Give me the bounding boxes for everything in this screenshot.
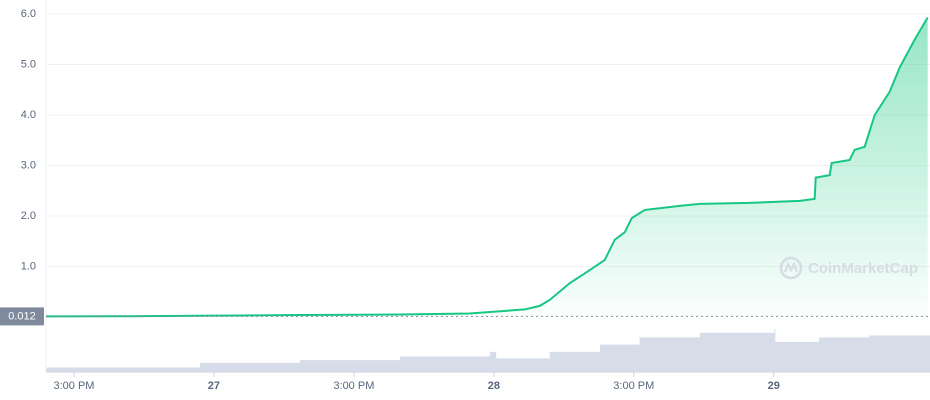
y-tick-label: 4.0 [21,109,36,121]
y-tick-label: 2.0 [21,210,36,222]
x-tick-label: 3:00 PM [333,380,374,392]
y-tick-label: 3.0 [21,159,36,171]
y-tick-label: 1.0 [21,260,36,272]
reference-label-box [0,307,44,326]
watermark: CoinMarketCap [779,256,918,280]
y-tick-label: 5.0 [21,58,36,70]
reference-label: 0.012 [8,310,36,322]
y-tick-label: 6.0 [21,8,36,20]
price-line [45,17,929,318]
watermark-text: CoinMarketCap [808,260,918,277]
price-area [46,17,928,317]
x-tick-label: 27 [208,380,220,392]
watermark-icon [779,256,803,280]
x-tick-label: 3:00 PM [54,380,95,392]
x-tick-label: 28 [488,380,500,392]
volume-area [46,320,930,372]
watermark-icon-mark [784,261,798,273]
x-tick-label: 3:00 PM [613,380,654,392]
x-tick-label: 29 [768,380,780,392]
